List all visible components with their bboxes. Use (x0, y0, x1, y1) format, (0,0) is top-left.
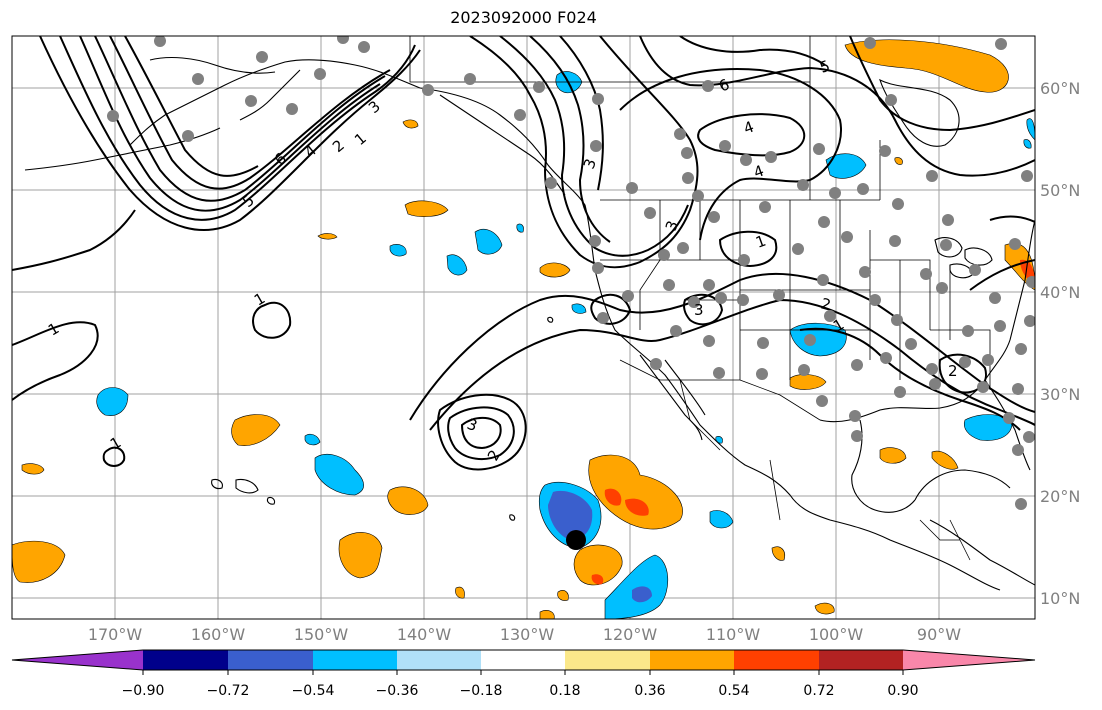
colorbar-tick-label: 0.72 (803, 683, 834, 699)
colorbar-tick-label: −0.54 (292, 683, 335, 699)
lat-label: 30°N (1040, 385, 1080, 404)
contours (12, 36, 1035, 471)
page-title: 2023092000 F024 (450, 8, 597, 27)
colorbar-segment (819, 650, 903, 670)
colorbar: −0.90 −0.72 −0.54 −0.36 −0.18 0.18 0.36 … (11, 649, 1036, 699)
colorbar-tick-label: 0.36 (634, 683, 665, 699)
contour-label: 2 (948, 362, 958, 380)
colorbar-tick-label: −0.72 (207, 683, 250, 699)
colorbar-extend-left (12, 650, 143, 670)
lon-label: 150°W (294, 625, 349, 644)
map-border (11, 35, 1036, 620)
map-area[interactable] (12, 36, 1035, 619)
lon-label: 90°W (917, 625, 961, 644)
colorbar-segment (143, 650, 228, 670)
lat-label: 40°N (1040, 283, 1080, 302)
colorbar-tick-label: 0.18 (549, 683, 580, 699)
lon-label: 110°W (706, 625, 761, 644)
lat-label: 20°N (1040, 487, 1080, 506)
lon-labels: 170°W 160°W 150°W 140°W 130°W 120°W 110°… (88, 625, 961, 644)
colorbar-segment (565, 650, 650, 670)
colorbar-segment (313, 650, 397, 670)
colorbar-tick-label: −0.18 (460, 683, 503, 699)
lat-label: 50°N (1040, 181, 1080, 200)
colorbar-extend-right (903, 650, 1035, 670)
lat-label: 60°N (1040, 79, 1080, 98)
contour-label: 2 (819, 294, 833, 314)
colorbar-tick-label: 0.90 (887, 683, 918, 699)
lat-labels: 60°N 50°N 40°N 30°N 20°N 10°N (1040, 79, 1080, 608)
colorbar-segment (650, 650, 734, 670)
colorbar-tick-label: 0.54 (718, 683, 749, 699)
colorbar-segment (397, 650, 481, 670)
lon-label: 160°W (191, 625, 246, 644)
colorbar-tick-label: −0.36 (376, 683, 419, 699)
lon-label: 100°W (809, 625, 864, 644)
colorbar-segment (734, 650, 819, 670)
storm-center-marker (566, 530, 586, 550)
contour-label: 3 (694, 301, 704, 319)
colorbar-segment (228, 650, 313, 670)
lon-label: 140°W (397, 625, 452, 644)
coastlines (24, 56, 1035, 591)
station-dots (107, 36, 1035, 510)
lon-label: 130°W (500, 625, 555, 644)
lon-label: 120°W (603, 625, 658, 644)
lon-label: 170°W (88, 625, 143, 644)
borders (409, 36, 991, 561)
colorbar-segment (481, 650, 565, 670)
lat-label: 10°N (1040, 589, 1080, 608)
colorbar-tick-label: −0.90 (122, 683, 165, 699)
